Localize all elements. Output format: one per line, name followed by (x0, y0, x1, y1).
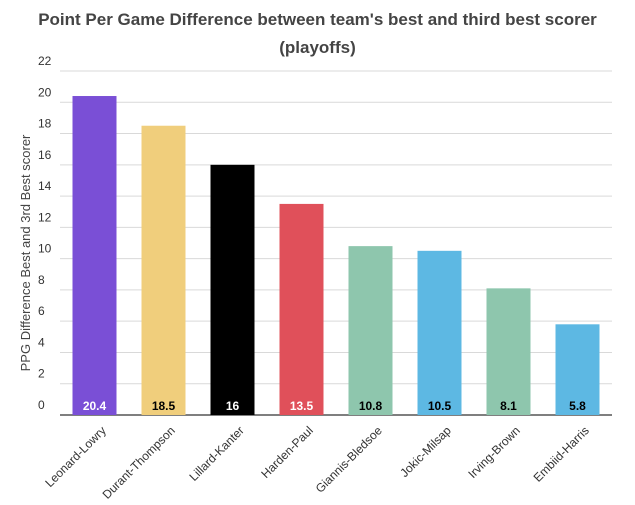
data-label: 10.8 (359, 399, 383, 413)
data-label: 13.5 (290, 399, 314, 413)
y-tick-label: 20 (38, 85, 52, 99)
y-tick-label: 18 (38, 117, 52, 131)
y-tick-label: 0 (38, 398, 45, 412)
data-label: 16 (226, 399, 240, 413)
x-category-label: Giannis-Bledsoe (313, 423, 385, 495)
x-category-label: Embiid-Harris (531, 423, 592, 484)
y-tick-label: 4 (38, 335, 45, 349)
data-label: 20.4 (83, 399, 107, 413)
y-tick-label: 10 (38, 242, 52, 256)
x-category-label: Lillard-Kanter (186, 423, 246, 483)
data-label: 18.5 (152, 399, 176, 413)
x-category-label: Durant-Thompson (100, 423, 178, 501)
data-label: 10.5 (428, 399, 452, 413)
x-category-label: Harden-Paul (258, 423, 316, 481)
y-tick-label: 2 (38, 367, 45, 381)
data-label: 5.8 (569, 399, 586, 413)
y-tick-label: 16 (38, 148, 52, 162)
y-tick-label: 8 (38, 273, 45, 287)
y-tick-label: 22 (38, 54, 52, 68)
y-tick-label: 6 (38, 304, 45, 318)
bars (72, 96, 600, 416)
x-category-label: Leonard-Lowry (42, 423, 109, 490)
y-tick-label: 12 (38, 210, 52, 224)
bar (486, 288, 531, 415)
data-labels: 20.4 18.5 16 13.5 10.8 10.5 8.1 5.8 (83, 399, 586, 413)
bar (72, 96, 117, 415)
chart-title-line-2: (playoffs) (279, 38, 356, 57)
data-label: 8.1 (500, 399, 517, 413)
x-category-label: Jokic-Milsap (397, 423, 454, 480)
bar (141, 125, 186, 416)
bar (279, 203, 324, 415)
bar (348, 246, 393, 415)
y-axis-label: PPG Difference Best and 3rd Best scorer (18, 134, 33, 371)
bar (417, 250, 462, 415)
bar (555, 324, 600, 415)
chart-title: Point Per Game Difference between team's… (0, 6, 635, 62)
bar (210, 164, 255, 415)
y-tick-label: 14 (38, 179, 52, 193)
y-axis-ticks: 0 2 4 6 8 10 12 14 16 18 20 22 (38, 54, 52, 412)
chart-title-line-1: Point Per Game Difference between team's… (38, 10, 597, 29)
x-category-label: Irving-Brown (465, 423, 523, 481)
